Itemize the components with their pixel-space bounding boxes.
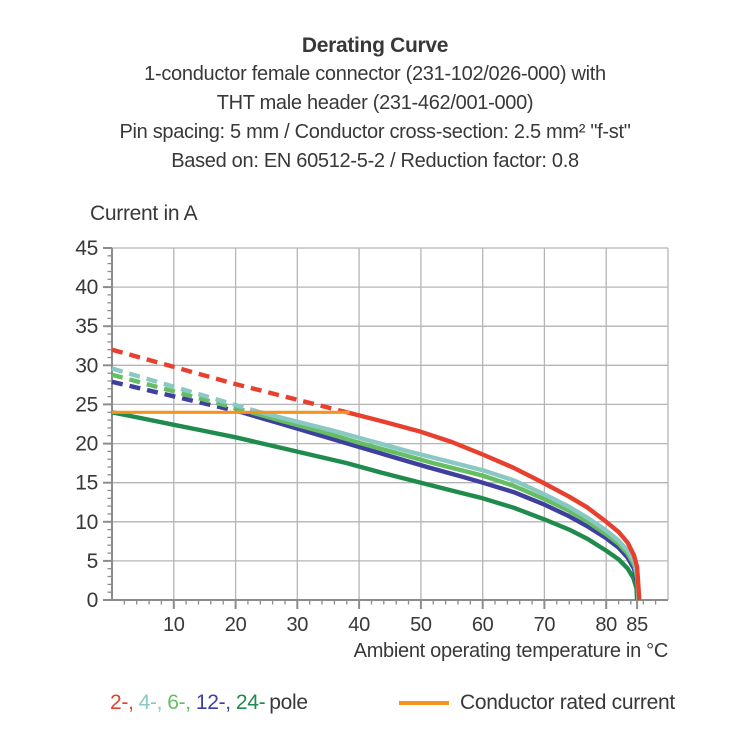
- legend-poles: 2-, 4-, 6-, 12-, 24- pole: [110, 691, 308, 715]
- x-tick-label: 50: [410, 614, 432, 636]
- x-tick-label: 10: [163, 614, 185, 636]
- curve-dashed-12-pole: [111, 379, 243, 415]
- y-tick-label: 20: [75, 433, 98, 456]
- x-tick-label: 40: [348, 614, 370, 636]
- chart-subtitle-line-2: THT male header (231-462/001-000): [216, 92, 534, 114]
- y-tick-label: 5: [87, 550, 98, 573]
- legend-pole-item: 6-,: [167, 691, 191, 714]
- y-tick-label: 0: [87, 589, 98, 612]
- x-tick-label: 20: [225, 614, 247, 636]
- curve-dashed-2-pole: [111, 347, 348, 415]
- chart-title: Derating Curve: [301, 34, 449, 57]
- y-axis-unit-label: Current in A: [90, 202, 198, 225]
- curve-dashed-4-pole: [111, 366, 261, 415]
- legend-rated-label: Conductor rated current: [460, 691, 675, 714]
- x-tick-label: 60: [472, 614, 494, 636]
- rated-current-line-swatch: [399, 701, 449, 705]
- chart-subtitle-line-4: Based on: EN 60512-5-2 / Reduction facto…: [171, 150, 579, 172]
- y-tick-label: 30: [75, 354, 98, 377]
- chart-header: Derating Curve 1-conductor female connec…: [0, 31, 750, 176]
- x-axis-title: Ambient operating temperature in °C: [354, 640, 668, 662]
- legend-pole-item: 24-: [235, 691, 266, 714]
- legend-rated-current: Conductor rated current: [399, 691, 675, 715]
- y-tick-label: 40: [75, 276, 98, 299]
- y-tick-label: 10: [75, 511, 98, 534]
- curve-solid-24-pole: [111, 410, 640, 601]
- curve-solid-12-pole: [241, 410, 641, 601]
- x-tick-label: 30: [286, 614, 308, 636]
- chart-subtitle-line-3: Pin spacing: 5 mm / Conductor cross-sect…: [119, 121, 631, 143]
- y-tick-label: 15: [75, 472, 98, 495]
- curve-solid-4-pole: [259, 410, 641, 601]
- legend-pole-suffix: pole: [269, 691, 308, 714]
- chart-subtitle-line-1: 1-conductor female connector (231-102/02…: [144, 63, 606, 85]
- legend-pole-item: 2-,: [110, 691, 134, 714]
- curve-solid-2-pole: [346, 410, 642, 601]
- y-tick-label: 35: [75, 315, 98, 338]
- x-tick-label: 85: [626, 614, 648, 636]
- x-tick-label: 80: [595, 614, 617, 636]
- legend-pole-item: 4-,: [138, 691, 163, 714]
- x-tick-label: 70: [534, 614, 556, 636]
- legend-pole-items: 2-, 4-, 6-, 12-, 24-: [110, 691, 266, 714]
- curve-dashed-6-pole: [111, 372, 252, 415]
- y-tick-label: 45: [75, 237, 98, 260]
- y-tick-label: 25: [75, 393, 98, 416]
- legend-pole-item: 12-,: [195, 691, 231, 714]
